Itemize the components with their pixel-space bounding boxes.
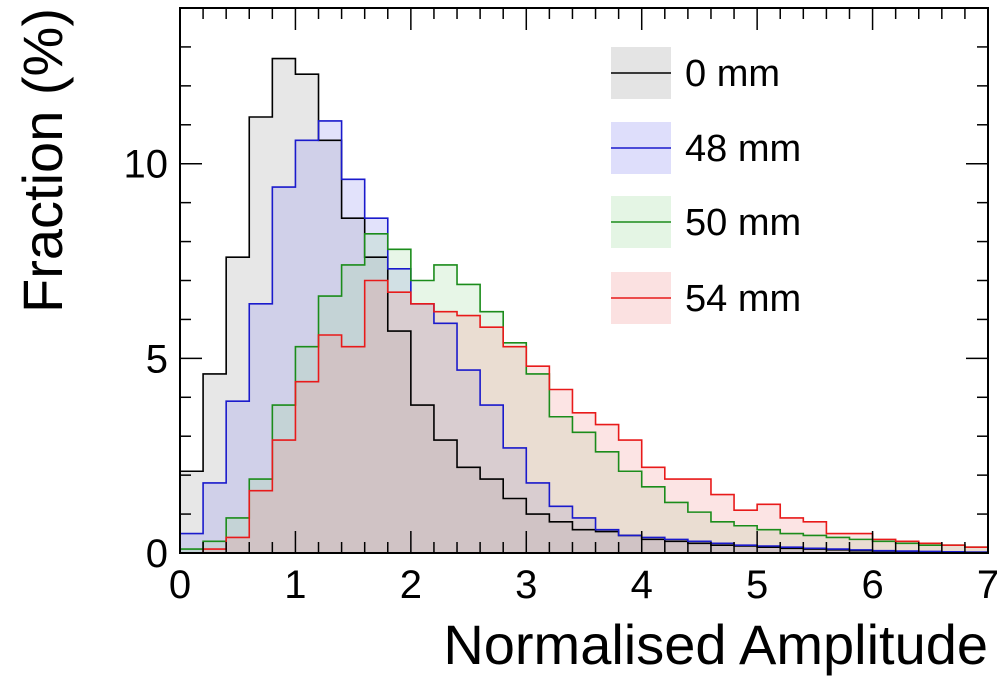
- x-tick-label: 2: [400, 563, 422, 607]
- series-outline-50-mm: [179, 232, 989, 553]
- y-tick-label: 0: [146, 532, 168, 576]
- legend-label-48-mm: 48 mm: [685, 128, 801, 170]
- x-axis-title: Normalised Amplitude: [443, 613, 988, 676]
- series-fill-48-mm: [180, 120, 988, 554]
- x-tick-label: 5: [746, 563, 768, 607]
- x-tick-label: 7: [977, 563, 997, 607]
- x-tick-label: 0: [169, 563, 191, 607]
- y-axis-title: Fraction (%): [11, 8, 74, 313]
- legend-label-0-mm: 0 mm: [685, 53, 780, 95]
- legend-label-54-mm: 54 mm: [685, 278, 801, 320]
- x-tick-label: 3: [515, 563, 537, 607]
- series-fill-50-mm: [180, 233, 988, 554]
- histogram-outlines: [179, 57, 989, 554]
- x-tick-label: 6: [861, 563, 883, 607]
- series-outline-48-mm: [179, 120, 989, 554]
- series-outline-54-mm: [180, 279, 989, 554]
- y-tick-label: 10: [124, 143, 169, 187]
- legend-label-50-mm: 50 mm: [685, 202, 801, 244]
- series-fill-54-mm: [180, 280, 988, 553]
- y-tick-label: 5: [146, 337, 168, 381]
- axis-tick-labels: 0 1 2 3 4 5 6 7 0 5 10: [124, 143, 997, 607]
- histogram-fills: [180, 58, 988, 554]
- x-tick-label: 1: [284, 563, 306, 607]
- series-fill-0-mm: [180, 58, 988, 553]
- x-tick-label: 4: [631, 563, 653, 607]
- legend: 0 mm 48 mm 50 mm 54 mm: [611, 47, 801, 324]
- axis-ticks: [179, 7, 989, 554]
